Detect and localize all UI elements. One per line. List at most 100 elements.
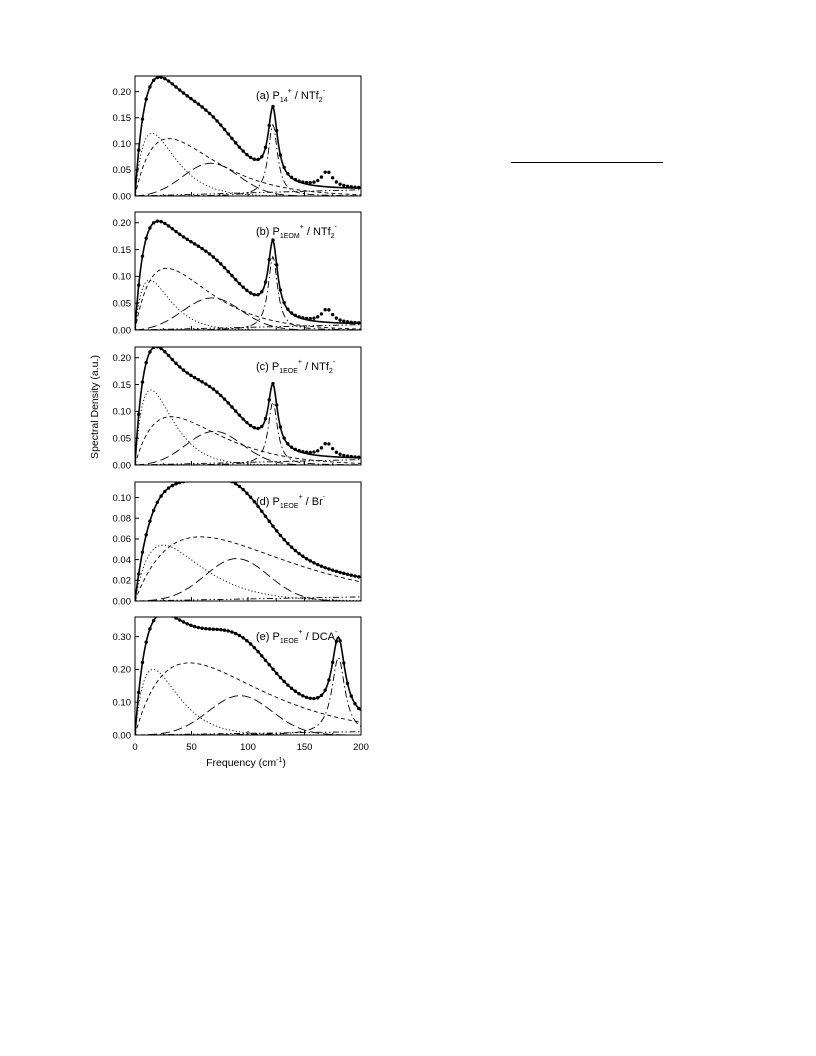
panel-d-data-point bbox=[316, 562, 320, 567]
panel-b-data-point bbox=[278, 288, 283, 292]
panel-b-data-point bbox=[342, 319, 346, 323]
panel-a-data-point bbox=[181, 91, 186, 95]
panel-e-data-point bbox=[316, 696, 320, 700]
panel-d-data-point bbox=[297, 551, 301, 556]
panel-e-data-point bbox=[275, 671, 279, 676]
panel-d-ytick-label: 0.06 bbox=[113, 534, 132, 545]
panel-e-data-point bbox=[170, 617, 174, 618]
panel-b-data-point bbox=[349, 320, 353, 324]
panel-b-data-point bbox=[222, 265, 227, 270]
panel-c-data-point bbox=[271, 381, 275, 386]
panel-a-data-point bbox=[185, 94, 189, 98]
panel-b-ytick-label: 0.00 bbox=[113, 325, 132, 336]
panel-d-data-point bbox=[135, 599, 137, 601]
panel-a-curves bbox=[135, 76, 361, 196]
panel-c-data-point bbox=[256, 426, 260, 431]
panel-e-data-point bbox=[327, 678, 331, 682]
panel-d-data-point bbox=[212, 476, 215, 479]
panel-c-data-point bbox=[207, 384, 212, 389]
panel-c-data-point bbox=[345, 454, 350, 458]
panel-b-data-point bbox=[267, 257, 271, 262]
panel-c-data-point bbox=[342, 453, 346, 458]
panel-d: 0.00 0.02 0.04 0.06 0.08 0.10 (d) P1EOE+ / Br- bbox=[113, 476, 362, 607]
panel-c: 0.00 0.05 0.10 0.15 0.20 (c) P1EOE+ / NTf2- bbox=[113, 346, 362, 471]
panel-d-data-point bbox=[338, 570, 342, 575]
panel-a-data-point bbox=[178, 88, 182, 92]
panel-e: 0.00 0.10 0.20 0.30 (e) P1EOE+ / DCA- bbox=[113, 612, 362, 741]
panel-a-data-point bbox=[189, 96, 193, 101]
x-tick-label: 0 bbox=[132, 742, 137, 753]
panel-b-data-point bbox=[200, 246, 204, 251]
panel-c-data-point bbox=[289, 445, 294, 449]
panel-c-data-point bbox=[330, 446, 335, 451]
panel-a-data-point bbox=[200, 105, 204, 109]
panel-b-curves bbox=[135, 219, 361, 330]
panel-c-data-point bbox=[323, 442, 327, 446]
panel-e-data-point bbox=[219, 628, 223, 632]
horizontal-rule bbox=[511, 162, 663, 163]
panel-e-data-point bbox=[252, 645, 257, 650]
panel-d-data-point bbox=[245, 491, 249, 495]
panel-b-data-point bbox=[248, 291, 253, 295]
panel-c-curves bbox=[135, 347, 361, 465]
panel-c-data-point bbox=[140, 380, 145, 384]
panel-c-data-point bbox=[263, 417, 268, 421]
panel-c-data-point bbox=[304, 450, 309, 454]
panel-d-data-point bbox=[301, 554, 305, 558]
panel-d-ytick-label: 0.10 bbox=[113, 493, 132, 504]
panel-e-data-point bbox=[215, 627, 219, 632]
panel-a-data-point bbox=[312, 180, 316, 184]
panel-d-data-point bbox=[357, 575, 361, 579]
panel-d-data-point bbox=[215, 476, 218, 479]
panel-a-data-point bbox=[233, 141, 238, 145]
panel-b-data-point bbox=[301, 316, 305, 320]
panel-b-ytick-label: 0.10 bbox=[113, 272, 132, 283]
panel-d-data-point bbox=[230, 482, 234, 484]
panel-d-data-point bbox=[166, 486, 171, 490]
panel-c-data-point bbox=[312, 450, 316, 454]
panel-b-data-point bbox=[334, 316, 339, 320]
panel-a-data-point bbox=[282, 165, 286, 170]
panel-a: 0.00 0.05 0.10 0.15 0.20 (a) P14+ / NTf2- bbox=[113, 75, 362, 202]
panel-e-data-point bbox=[237, 633, 242, 638]
panel-b-data-point bbox=[215, 258, 219, 262]
x-tick-label: 100 bbox=[240, 742, 256, 753]
panel-d-data-point bbox=[345, 572, 350, 577]
panel-a-data-point bbox=[338, 182, 342, 186]
panel-d-data-point bbox=[219, 477, 222, 480]
panel-a-data-point bbox=[144, 97, 148, 101]
panel-d-data-point bbox=[312, 561, 316, 565]
panel-c-data-point bbox=[215, 390, 219, 394]
panel-b-component-dash-dot-dot bbox=[135, 324, 361, 330]
panel-b-ytick-label: 0.15 bbox=[113, 245, 132, 256]
panel-e-data-point bbox=[185, 622, 189, 626]
panel-b-data-point bbox=[230, 273, 234, 278]
panel-a-data-point bbox=[196, 102, 201, 106]
panel-d-data-point bbox=[260, 509, 264, 513]
panel-c-data-point bbox=[174, 361, 178, 366]
panel-b-data-point bbox=[357, 321, 361, 325]
panel-b-component-dashed bbox=[135, 267, 361, 330]
panel-e-data-point bbox=[293, 689, 298, 693]
panel-e-data-point bbox=[189, 623, 193, 628]
panel-e-ytick-label: 0.10 bbox=[113, 698, 132, 709]
panel-b-data-point bbox=[319, 312, 324, 316]
panel-b-data-point bbox=[140, 254, 145, 258]
panel-c-data-point bbox=[267, 398, 271, 402]
panel-c-data-point bbox=[163, 350, 167, 354]
panel-b-data-point bbox=[304, 316, 309, 321]
panel-e-data-point bbox=[159, 612, 162, 615]
panel-e-data-point bbox=[357, 706, 361, 711]
panel-b-data-point bbox=[297, 315, 301, 319]
panel-d-data-point bbox=[174, 482, 178, 486]
panel-e-data-point bbox=[312, 696, 316, 701]
panel-b-data-point bbox=[271, 238, 275, 242]
panel-c-data-point bbox=[293, 447, 298, 452]
panel-c-data-point bbox=[192, 375, 197, 380]
panel-b-label: (b) P1EOM+ / NTf2- bbox=[256, 224, 338, 240]
panel-c-data-point bbox=[196, 378, 201, 382]
panel-b-component-dash-dot bbox=[135, 255, 361, 330]
panel-e-data-point bbox=[167, 613, 170, 616]
panel-b-data-point bbox=[252, 292, 257, 297]
panel-e-data-point bbox=[301, 694, 305, 698]
